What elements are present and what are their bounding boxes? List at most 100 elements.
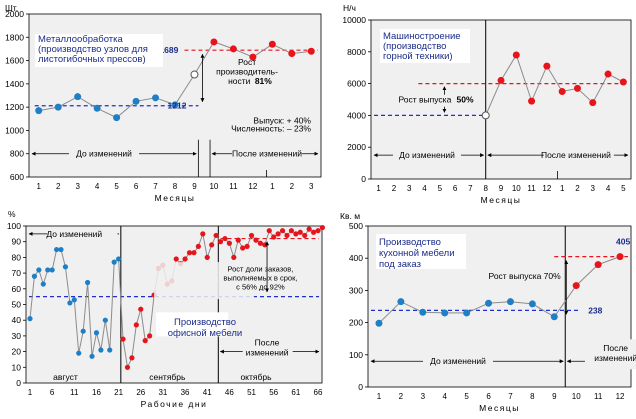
x-tick-label: 11: [527, 184, 536, 193]
label-bg: [232, 147, 303, 160]
data-point-after: [512, 51, 520, 59]
annotation-text-line: Рост доли заказов,: [227, 265, 293, 274]
panel-title-line: Производство: [174, 317, 236, 328]
y-tick-label: 50: [12, 300, 22, 310]
x-axis-label: Месяцы: [481, 195, 522, 205]
x-tick-label: 3: [421, 392, 426, 401]
x-tick-label: 2: [56, 182, 61, 191]
data-point-before: [76, 350, 82, 356]
before-label: До изменений: [399, 150, 455, 160]
x-tick-label: 61: [291, 388, 300, 397]
data-point-after: [319, 224, 326, 231]
y-tick-label: 6000: [347, 79, 366, 89]
x-tick-label: 7: [468, 184, 473, 193]
panel-title-line: горной техники): [383, 51, 453, 62]
y-tick-label: 10: [12, 362, 22, 372]
data-point-after: [589, 99, 597, 107]
x-tick-label: 1: [37, 182, 42, 191]
x-tick-label: 8: [530, 392, 535, 401]
data-point-after: [248, 232, 255, 239]
result-value-label: 1689: [159, 45, 178, 55]
data-point-after: [275, 231, 281, 237]
data-point-before: [113, 114, 121, 122]
x-tick-label: 5: [464, 392, 469, 401]
panel-title-line: (производство узлов для: [38, 44, 148, 55]
after-label: изменений: [594, 353, 636, 363]
y-tick-label: 70: [12, 268, 22, 278]
x-tick-label: 11: [229, 182, 238, 191]
label-bg: [486, 269, 561, 282]
label-bg: [584, 339, 636, 370]
data-point-before: [463, 309, 471, 317]
before-label: До изменений: [46, 229, 102, 239]
data-point-before: [62, 264, 69, 270]
panel-title-line: кухонной мебели: [379, 248, 455, 259]
annotation-value: 81%: [255, 76, 272, 86]
data-point-after: [594, 261, 602, 269]
baseline-value-label: 1212: [168, 101, 187, 111]
x-tick-label: 11: [70, 388, 79, 397]
data-point-after: [231, 254, 237, 260]
y-tick-label: 4000: [347, 110, 366, 120]
data-point-after: [604, 70, 612, 78]
baseline-value-label: 238: [588, 305, 602, 315]
data-point-after: [293, 231, 299, 237]
annotation-text-line: выполняемых в срок,: [223, 274, 297, 283]
data-point-after: [147, 333, 153, 339]
data-point-after: [120, 336, 126, 342]
data-point-before: [375, 319, 383, 327]
data-point-after: [195, 243, 201, 250]
y-tick-label: 100: [349, 350, 363, 360]
y-tick-label: 100: [7, 221, 21, 231]
data-point-after: [288, 228, 295, 234]
data-point-before: [93, 104, 101, 112]
panel-title-line: (производство: [383, 41, 446, 52]
x-tick-label: 3: [407, 184, 412, 193]
x-tick-label: 8: [173, 182, 178, 191]
x-tick-label: 1: [270, 182, 275, 191]
data-point-after: [253, 237, 259, 243]
x-tick-label: 3: [591, 184, 596, 193]
x-tick-label: 5: [438, 184, 443, 193]
x-tick-label: 26: [136, 388, 145, 397]
panel-title-line: Машиностроение: [383, 31, 461, 42]
panel-title-line: офисной мебели: [168, 328, 243, 339]
data-point-before: [31, 273, 38, 279]
data-point-before: [152, 94, 160, 102]
data-point-before: [74, 93, 82, 101]
data-point-before: [67, 300, 73, 306]
x-tick-label: 31: [158, 388, 167, 397]
after-label: После: [255, 338, 280, 348]
title-box: [376, 234, 466, 269]
data-point-after: [310, 229, 317, 235]
data-point-after: [315, 228, 321, 234]
x-tick-label: 12: [616, 392, 625, 401]
label-bg: [69, 147, 139, 160]
data-point-after: [288, 50, 296, 58]
annotation-text: Рост: [238, 57, 256, 67]
y-tick-label: 60: [12, 284, 22, 294]
x-tick-label: 4: [442, 392, 447, 401]
x-tick-label: 66: [314, 388, 323, 397]
data-point-before: [54, 103, 62, 111]
y-tick-label: 20: [12, 347, 22, 357]
panel-title-line: Производство: [379, 237, 441, 248]
series-line: [485, 53, 624, 116]
data-point-after: [573, 84, 581, 92]
data-point-after: [200, 231, 206, 237]
x-tick-label: 6: [453, 184, 458, 193]
data-point-before: [419, 308, 427, 316]
x-tick-label: 41: [203, 388, 212, 397]
data-point-transition: [481, 111, 490, 120]
x-tick-label: 21: [114, 388, 123, 397]
data-point-after: [222, 235, 228, 242]
data-point-before: [171, 101, 179, 109]
month-label: октябрь: [240, 372, 272, 382]
x-tick-label: 5: [621, 184, 626, 193]
after-label: После изменений: [541, 150, 611, 160]
data-point-after: [173, 256, 179, 262]
data-point-after: [191, 250, 197, 256]
result-value-label: 405: [616, 237, 630, 247]
x-axis-label: Рабочие дни: [141, 399, 208, 409]
data-point-before: [80, 328, 86, 334]
